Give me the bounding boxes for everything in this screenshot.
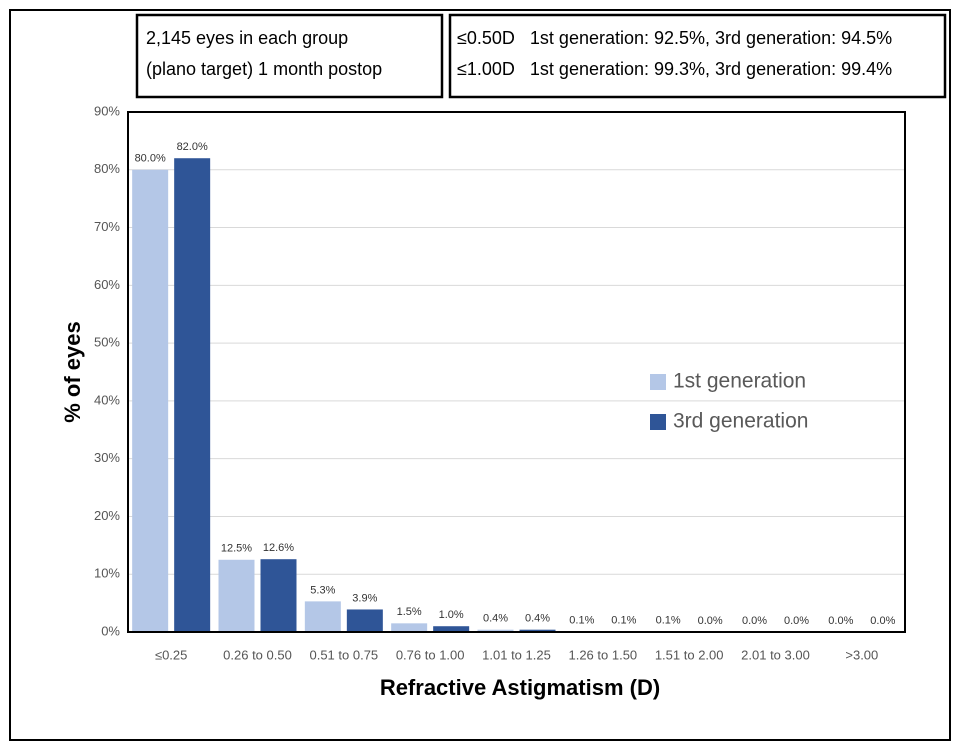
legend-label: 1st generation: [673, 370, 806, 393]
value-label: 12.5%: [221, 543, 252, 555]
annotation: ≤0.50D 1st generation: 92.5%, 3rd genera…: [457, 28, 892, 48]
bar: [433, 626, 470, 632]
legend-swatch: [650, 414, 666, 430]
value-label: 0.1%: [611, 614, 636, 626]
y-tick-label: 30%: [94, 450, 120, 465]
value-label: 3.9%: [352, 592, 377, 604]
y-tick-label: 50%: [94, 335, 120, 350]
x-tick-label: 2.01 to 3.00: [741, 647, 810, 662]
value-label: 1.0%: [439, 609, 464, 621]
bar: [391, 623, 428, 632]
value-label: 0.0%: [742, 615, 767, 627]
y-tick-label: 40%: [94, 392, 120, 407]
x-tick-label: 0.51 to 0.75: [309, 647, 378, 662]
value-label: 0.4%: [525, 613, 550, 625]
x-tick-label: 1.01 to 1.25: [482, 647, 551, 662]
value-label: 0.0%: [870, 615, 895, 627]
value-label: 0.0%: [828, 615, 853, 627]
legend-swatch: [650, 374, 666, 390]
annotation-box: [448, 13, 947, 99]
x-tick-label: 1.51 to 2.00: [655, 647, 724, 662]
bar: [174, 158, 211, 632]
annotation-box: [135, 13, 444, 99]
value-label: 0.0%: [784, 615, 809, 627]
value-label: 0.1%: [569, 614, 594, 626]
value-label: 0.4%: [483, 613, 508, 625]
y-tick-label: 70%: [94, 219, 120, 234]
bar: [132, 169, 169, 632]
x-tick-label: 0.76 to 1.00: [396, 647, 465, 662]
annotation: 2,145 eyes in each group: [146, 28, 348, 48]
annotation: (plano target) 1 month postop: [146, 59, 382, 79]
plot-border: [127, 111, 906, 633]
bar: [477, 629, 514, 632]
value-label: 0.0%: [698, 615, 723, 627]
bar: [218, 559, 255, 632]
value-label: 12.6%: [263, 542, 294, 554]
value-label: 5.3%: [310, 584, 335, 596]
legend-label: 3rd generation: [673, 410, 808, 433]
y-tick-label: 60%: [94, 277, 120, 292]
y-tick-label: 10%: [94, 566, 120, 581]
annotation: ≤1.00D 1st generation: 99.3%, 3rd genera…: [457, 59, 892, 79]
bar: [346, 609, 383, 632]
y-axis-label: % of eyes: [60, 321, 85, 423]
y-tick-label: 80%: [94, 161, 120, 176]
value-label: 1.5%: [397, 606, 422, 618]
x-tick-label: 1.26 to 1.50: [568, 647, 637, 662]
x-axis-label: Refractive Astigmatism (D): [380, 675, 660, 700]
x-tick-label: >3.00: [845, 647, 878, 662]
x-tick-label: ≤0.25: [155, 647, 187, 662]
value-label: 0.1%: [656, 614, 681, 626]
y-tick-label: 20%: [94, 508, 120, 523]
bar: [304, 601, 341, 632]
y-tick-label: 90%: [94, 103, 120, 118]
bar: [260, 559, 297, 632]
x-tick-label: 0.26 to 0.50: [223, 647, 292, 662]
bar: [519, 629, 556, 632]
frame: [9, 9, 951, 741]
y-tick-label: 0%: [101, 623, 120, 638]
value-label: 80.0%: [135, 153, 166, 165]
value-label: 82.0%: [177, 141, 208, 153]
